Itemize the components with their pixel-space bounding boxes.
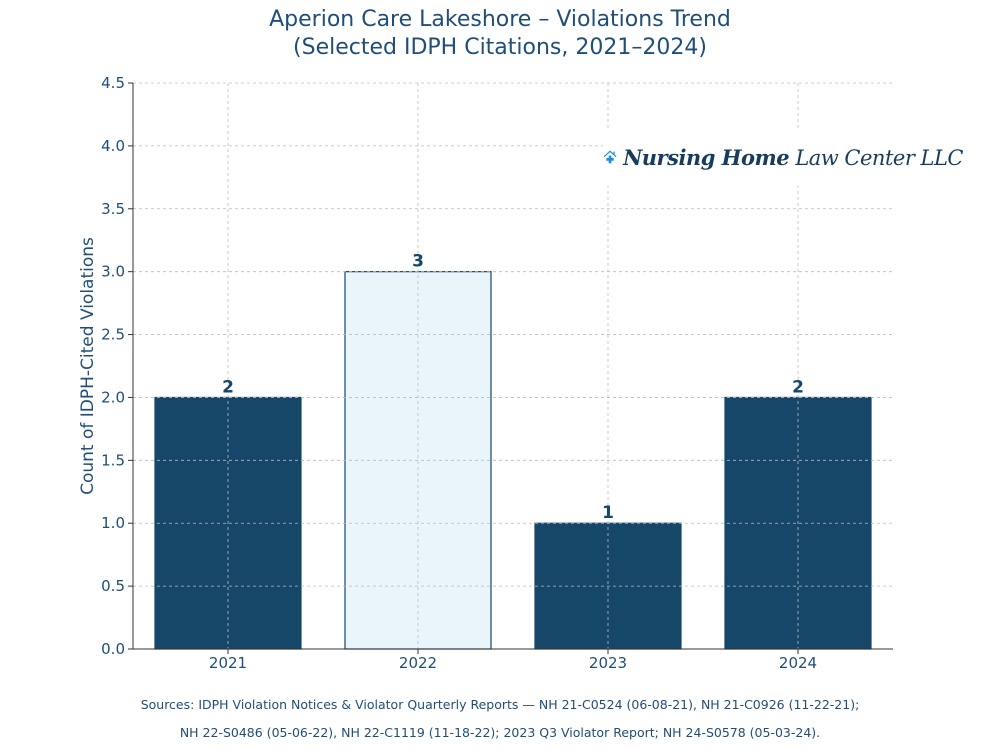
x-tick-label: 2021	[209, 654, 247, 672]
y-tick-label: 3.5	[101, 200, 125, 218]
logo-text-regular: Law Center LLC	[795, 145, 963, 170]
data-label: 2	[792, 377, 804, 397]
y-tick-label: 3.0	[101, 263, 125, 281]
sources-line-2: NH 22-S0486 (05-06-22), NH 22-C1119 (11-…	[179, 725, 821, 740]
y-tick-label: 1.0	[101, 514, 125, 532]
logo-text-bold: Nursing Home	[623, 144, 790, 170]
y-tick-label: 4.0	[101, 137, 125, 155]
y-axis-label: Count of IDPH-Cited Violations	[78, 237, 98, 495]
y-tick-label: 4.5	[101, 74, 125, 92]
y-tick-label: 2.0	[101, 388, 125, 406]
subtitle-line: (Selected IDPH Citations, 2021–2024)	[293, 35, 707, 60]
chart-title: Aperion Care Lakeshore – Violations Tren…	[0, 6, 1000, 62]
data-label: 1	[602, 503, 614, 523]
data-label: 3	[412, 252, 424, 272]
x-tick-label: 2024	[779, 654, 817, 672]
sources-line-1: Sources: IDPH Violation Notices & Violat…	[140, 697, 860, 712]
x-tick-label: 2022	[399, 654, 437, 672]
y-tick-label: 2.5	[101, 326, 125, 344]
x-tick-label: 2023	[589, 654, 627, 672]
title-line: Aperion Care Lakeshore – Violations Tren…	[269, 7, 731, 32]
house-medical-cross-icon	[603, 150, 617, 164]
logo: Nursing Home Law Center LLC	[603, 128, 963, 186]
data-label: 2	[222, 377, 234, 397]
y-tick-label: 0.0	[101, 640, 125, 658]
y-tick-label: 1.5	[101, 451, 125, 469]
y-tick-label: 0.5	[101, 577, 125, 595]
